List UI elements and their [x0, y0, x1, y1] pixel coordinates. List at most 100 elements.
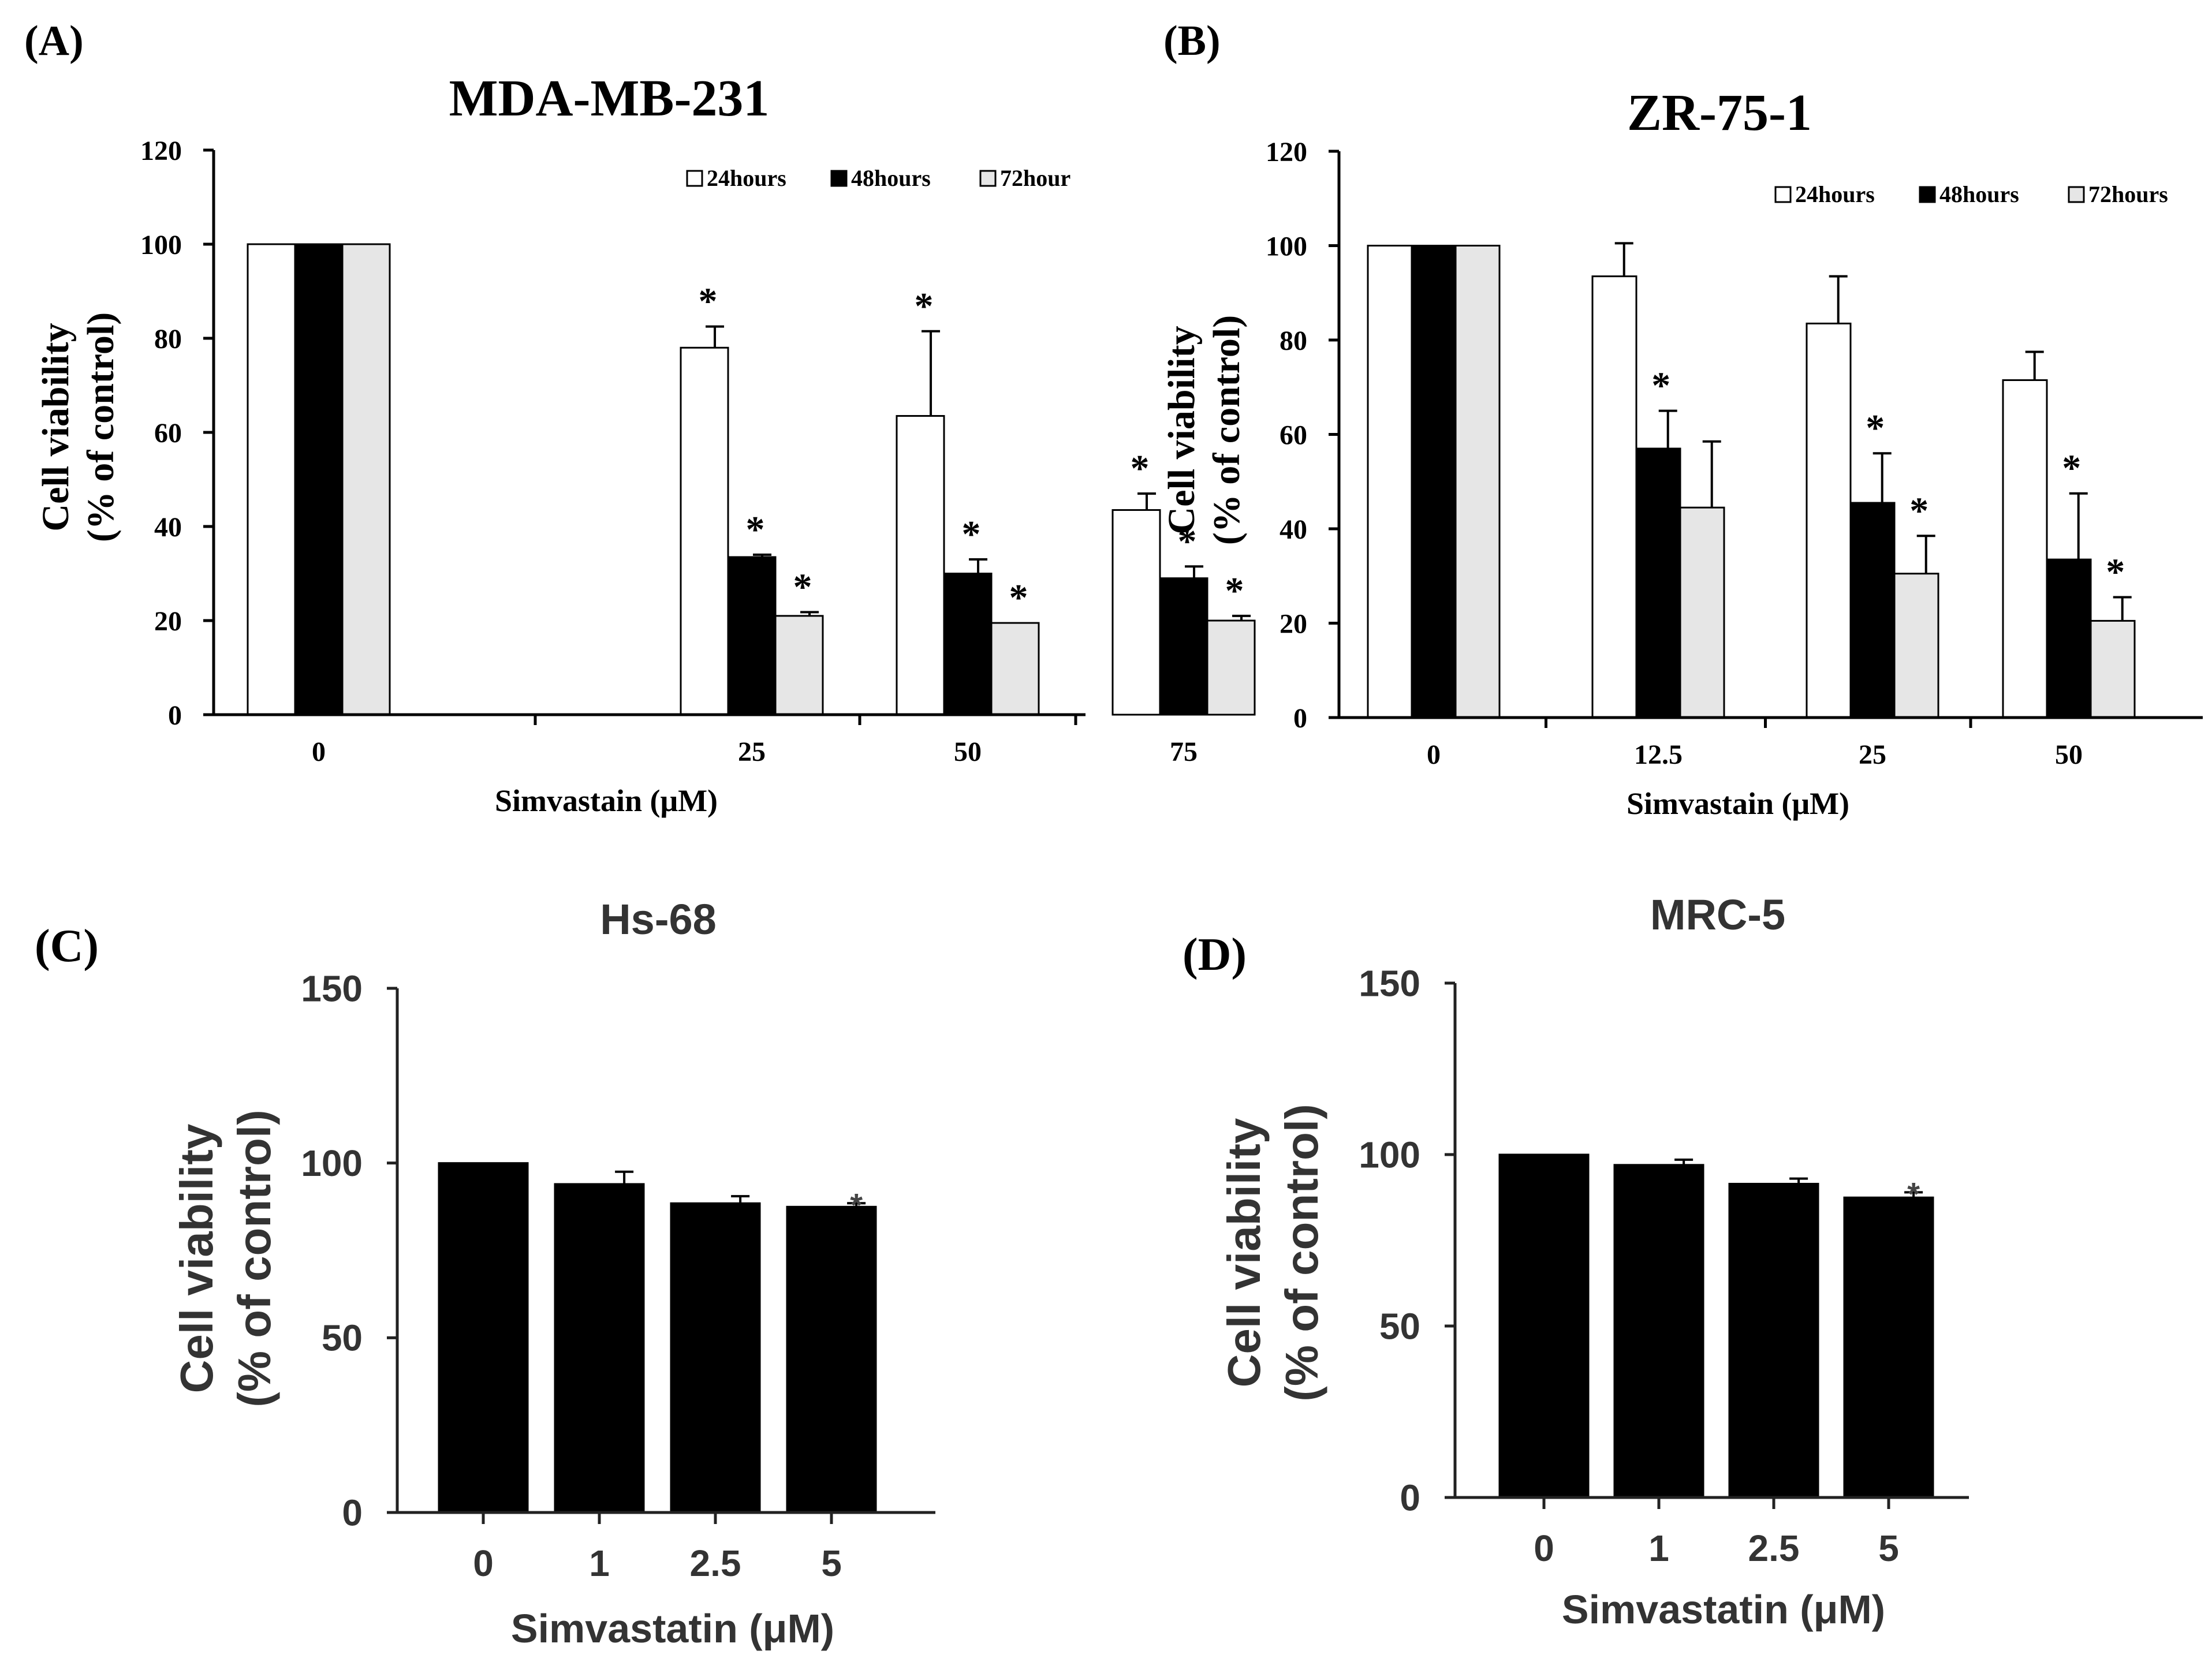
y-axis-label-b-line1: Cell viability [1161, 326, 1203, 534]
chart-title-b: ZR-75-1 [1627, 84, 1812, 141]
significance-star: * [1178, 520, 1197, 562]
y-axis-label-c-line2: (% of control) [229, 1110, 280, 1407]
y-tick-label: 20 [1280, 608, 1307, 639]
significance-star: * [915, 285, 934, 327]
significance-star: * [1131, 447, 1150, 490]
panel-b: (B) ZR-75-1 Simvastain (μM) Cell viabili… [1161, 17, 2203, 821]
panel-label-d: (D) [1183, 929, 1247, 980]
x-tick-label: 12.5 [1634, 740, 1683, 770]
plot-c: 0 50 100 150 * 0 1 2.5 5 [301, 968, 935, 1584]
significance-star: * [1651, 365, 1670, 407]
legend-swatch-72hour [979, 170, 997, 187]
x-axis-label-b: Simvastain (μM) [1627, 786, 1849, 821]
x-tick-label: 5 [1878, 1527, 1899, 1569]
bar-72hour-25 [774, 615, 824, 716]
y-tick-label: 0 [168, 700, 182, 731]
panel-label-c: (C) [35, 921, 99, 972]
x-tick-label: 1 [1648, 1527, 1669, 1569]
legend-swatch-24hours [1774, 186, 1792, 203]
bar-24hours-50 [896, 414, 945, 716]
x-tick-label: 5 [821, 1543, 842, 1584]
y-axis-label-b-line2: (% of control) [1206, 315, 1248, 545]
bar-48hours-0 [1411, 245, 1457, 719]
y-tick-label: 40 [154, 512, 182, 543]
y-tick-label: 120 [1266, 137, 1307, 167]
legend-swatch-24hours [686, 170, 703, 187]
plot-a: 0 20 40 60 80 100 120 * * * * * * * * * 0 25 50 75 [140, 136, 1256, 767]
y-axis-label-a-line2: (% of control) [80, 312, 122, 542]
x-tick-label: 50 [954, 737, 982, 767]
panel-a: (A) MDA-MB-231 Simvastain (μM) Cell viab… [24, 17, 1256, 818]
bar-48hours-50 [943, 573, 993, 716]
bar-viability-2.5 [670, 1202, 761, 1514]
plot-d: 0 50 100 150 * 0 1 2.5 5 [1359, 962, 1969, 1569]
bar-viability-2.5 [1728, 1182, 1819, 1499]
y-tick-label: 0 [1293, 703, 1307, 734]
bar-viability-0 [1498, 1153, 1590, 1499]
y-tick-label: 0 [1400, 1477, 1420, 1518]
legend-label-72hours: 72hours [2088, 181, 2168, 207]
significance-star: * [1907, 1175, 1920, 1212]
x-tick-label: 2.5 [1748, 1527, 1800, 1569]
y-tick-label: 100 [1359, 1134, 1420, 1175]
y-tick-label: 150 [1359, 962, 1420, 1004]
legend-label-24hours: 24hours [1795, 181, 1875, 207]
y-axis-label-c-line1: Cell viability [171, 1123, 222, 1393]
legend-b: 24hours 48hours 72hours [1774, 181, 2168, 207]
bar-24hours-50 [2002, 379, 2048, 719]
chart-title-c: Hs-68 [600, 895, 717, 943]
chart-title-a: MDA-MB-231 [449, 70, 770, 127]
bar-72hour-50 [990, 622, 1040, 716]
bar-24hours-0 [1367, 245, 1413, 719]
x-tick-label: 0 [473, 1543, 494, 1584]
bar-viability-5 [1843, 1196, 1934, 1499]
bar-24hours-75 [1111, 509, 1161, 716]
bar-48hours-0 [294, 243, 344, 716]
y-axis-label-d-line1: Cell viability [1218, 1118, 1270, 1387]
significance-star: * [2106, 551, 2125, 593]
significance-star: * [1009, 577, 1028, 619]
bar-viability-5 [786, 1205, 877, 1514]
significance-star: * [793, 566, 812, 608]
x-axis-label-c: Simvastatin (μM) [511, 1606, 834, 1651]
significance-star: * [962, 513, 981, 555]
x-tick-label: 25 [738, 737, 766, 767]
x-tick-label: 0 [1534, 1527, 1554, 1569]
y-tick-label: 80 [1280, 326, 1307, 356]
chart-title-d: MRC-5 [1650, 891, 1785, 939]
y-tick-label: 20 [154, 606, 182, 637]
y-tick-label: 150 [301, 968, 363, 1009]
bar-viability-1 [1613, 1164, 1704, 1499]
panel-d: (D) MRC-5 Simvastatin (μM) Cell viabilit… [1183, 891, 1969, 1632]
significance-star: * [1909, 490, 1928, 532]
bar-48hours-25 [1849, 502, 1896, 719]
bar-48hours-12.5 [1635, 447, 1681, 719]
significance-star: * [850, 1186, 863, 1223]
panel-label-a: (A) [24, 17, 84, 65]
bar-viability-1 [554, 1183, 645, 1514]
x-axis-label-d: Simvastatin (μM) [1562, 1587, 1885, 1632]
legend-label-24hours: 24hours [707, 165, 786, 191]
bar-48hours-25 [727, 556, 777, 716]
panel-label-b: (B) [1163, 17, 1221, 65]
significance-star: * [1866, 407, 1885, 449]
legend-swatch-48hours [1919, 186, 1936, 203]
bar-48hours-50 [2046, 558, 2092, 719]
y-axis-label-a-line1: Cell viability [35, 323, 77, 531]
bar-72hours-50 [2090, 619, 2136, 719]
significance-star: * [2062, 447, 2081, 490]
significance-star: * [746, 509, 765, 551]
legend-label-48hours: 48hours [851, 165, 931, 191]
bar-48hours-75 [1159, 577, 1208, 716]
bar-72hours-25 [1893, 573, 1939, 719]
legend-swatch-48hours [830, 170, 848, 187]
x-tick-label: 0 [312, 737, 326, 767]
x-tick-label: 2.5 [690, 1543, 741, 1584]
x-tick-label: 50 [2055, 740, 2083, 770]
y-tick-label: 50 [1379, 1305, 1420, 1347]
bar-24hours-12.5 [1591, 275, 1637, 719]
y-tick-label: 100 [1266, 231, 1307, 262]
y-tick-label: 100 [140, 230, 182, 260]
panel-c: (C) Hs-68 Simvastatin (μM) Cell viabilit… [35, 895, 935, 1651]
